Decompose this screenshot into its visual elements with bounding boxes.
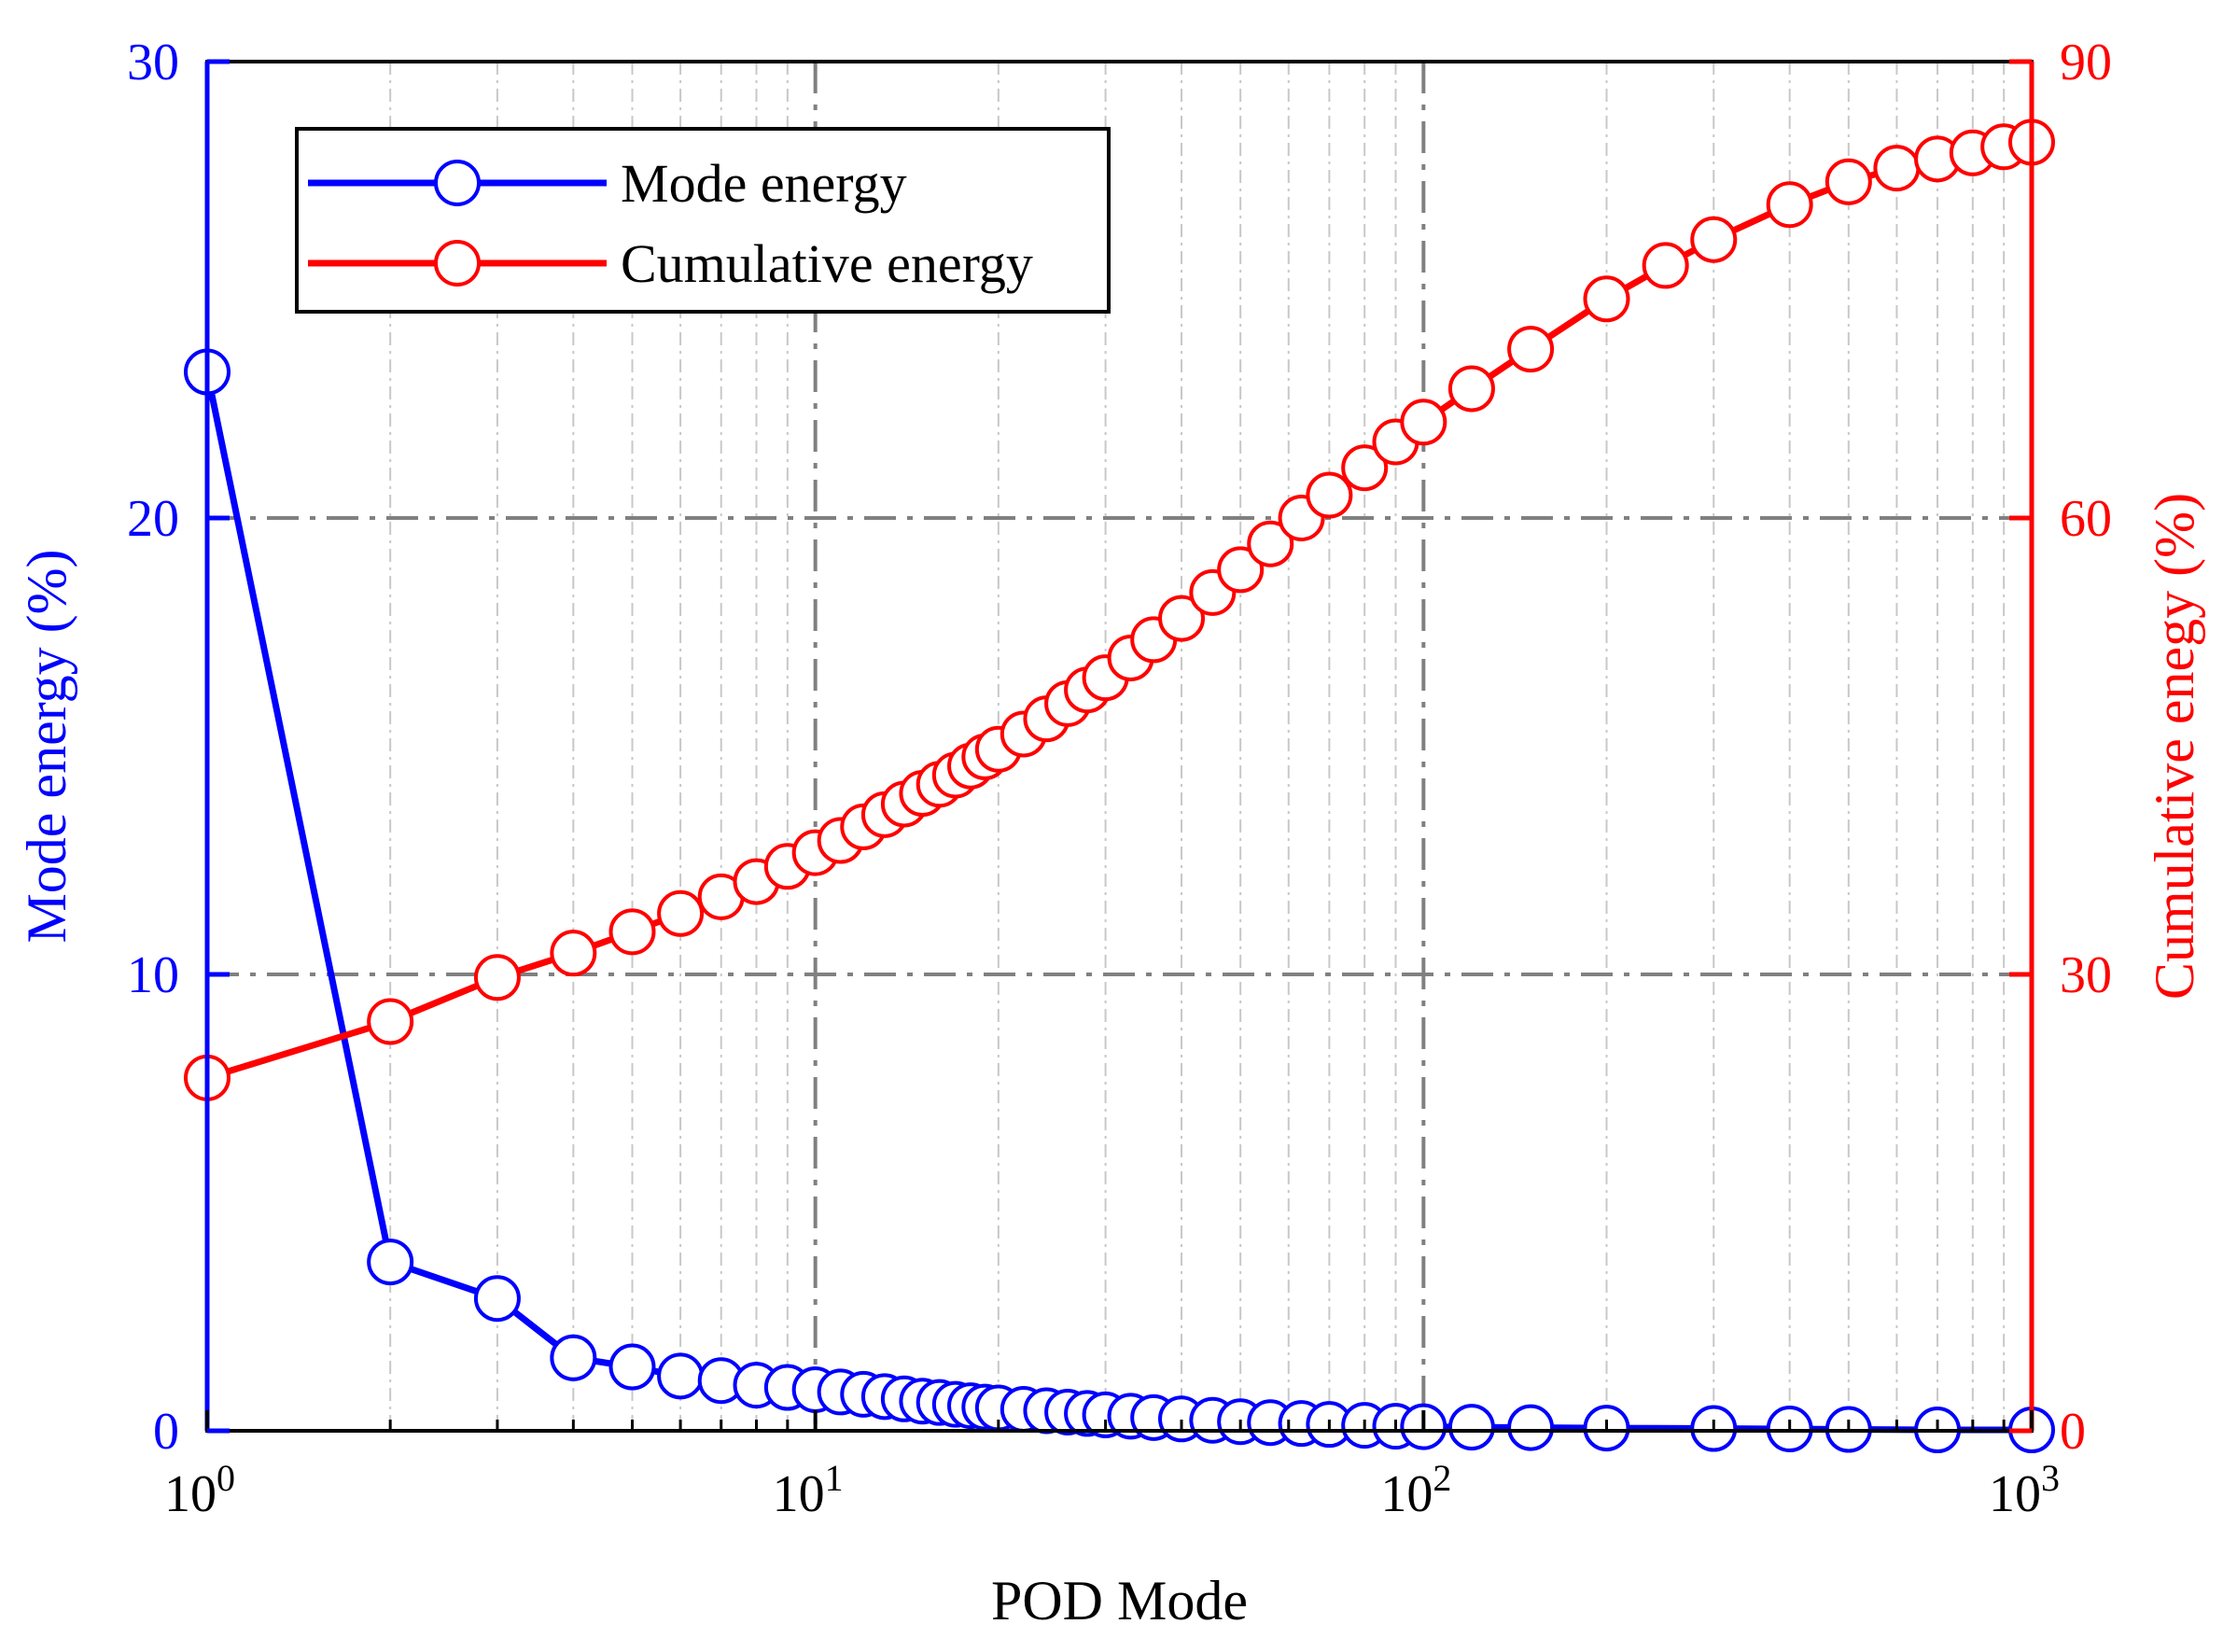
data-point-1 (473, 954, 521, 1001)
data-point-1 (1507, 326, 1555, 373)
data-point-1 (1217, 546, 1265, 594)
left-y-tick-label: 20 (127, 490, 179, 548)
right-y-axis-label: Cumulative enegy (%) (2144, 493, 2205, 1000)
data-point-1 (1766, 181, 1813, 229)
right-y-tick-label: 60 (2060, 490, 2112, 548)
legend-entry-cumulative-energy: Cumulative energy (308, 233, 1033, 294)
data-point-1 (550, 930, 597, 977)
x-tick-label: 100 (164, 1457, 235, 1523)
left-y-axis-label: Mode energy (%) (16, 549, 77, 943)
data-point-0 (657, 1352, 705, 1400)
data-point-0 (367, 1239, 414, 1286)
data-point-0 (1447, 1404, 1495, 1451)
legend-marker-cumulative-energy (434, 240, 481, 287)
data-point-1 (608, 908, 656, 956)
data-point-1 (1873, 145, 1921, 192)
data-point-1 (1642, 242, 1689, 289)
legend-marker-mode-energy (434, 160, 481, 206)
legend-label-cumulative-energy: Cumulative energy (621, 233, 1033, 294)
data-point-1 (1690, 216, 1738, 263)
x-axis-label: POD Mode (991, 1570, 1248, 1631)
data-point-0 (473, 1275, 521, 1323)
left-y-tick-label: 10 (127, 946, 179, 1004)
right-y-tick-label: 90 (2060, 34, 2112, 91)
right-y-tick-label: 0 (2060, 1403, 2086, 1461)
series-layer (184, 119, 2055, 1454)
x-tick-label: 102 (1380, 1457, 1451, 1523)
left-y-tick-label: 30 (127, 34, 179, 91)
data-point-0 (550, 1334, 597, 1381)
right-y-tick-labels: 0 30 60 90 (2060, 34, 2112, 1461)
x-tick-label: 101 (773, 1457, 844, 1523)
data-point-1 (1306, 471, 1353, 519)
data-point-0 (1507, 1404, 1555, 1451)
data-point-1 (1341, 444, 1389, 492)
data-point-1 (1158, 595, 1206, 642)
x-tick-label: 103 (1989, 1457, 2060, 1523)
tick-marks (205, 59, 2034, 1434)
legend-box (295, 127, 1111, 314)
data-point-1 (1247, 520, 1294, 567)
data-point-1 (1583, 275, 1630, 323)
left-y-tick-labels: 0 10 20 30 (127, 34, 179, 1461)
data-point-1 (1400, 399, 1447, 446)
data-point-1 (367, 998, 414, 1045)
legend: Mode energy Cumulative energy (295, 127, 1111, 314)
x-tick-labels: 100 101 102 103 (164, 1457, 2060, 1523)
data-point-1 (657, 889, 705, 937)
data-point-1 (1447, 365, 1495, 413)
data-point-1 (1825, 158, 1872, 205)
legend-entry-mode-energy: Mode energy (308, 153, 907, 214)
left-y-tick-label: 0 (153, 1403, 179, 1461)
series-line-0 (203, 371, 2032, 1434)
legend-label-mode-energy: Mode energy (621, 153, 907, 214)
right-y-tick-label: 30 (2060, 946, 2112, 1004)
data-point-0 (608, 1343, 656, 1391)
